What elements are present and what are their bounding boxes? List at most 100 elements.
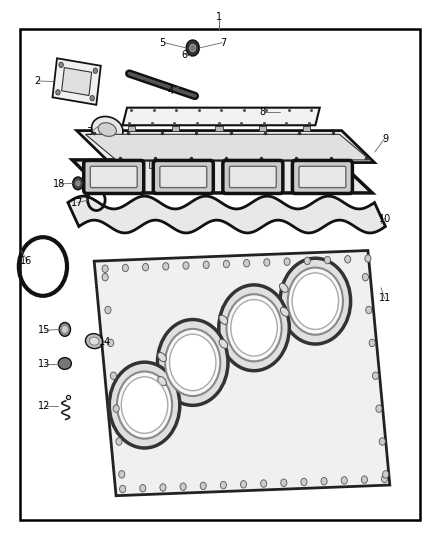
Circle shape bbox=[183, 262, 189, 269]
Circle shape bbox=[140, 484, 146, 492]
Circle shape bbox=[284, 258, 290, 265]
Circle shape bbox=[162, 263, 169, 270]
Circle shape bbox=[56, 90, 60, 95]
Circle shape bbox=[59, 322, 71, 336]
Ellipse shape bbox=[165, 329, 220, 396]
Circle shape bbox=[203, 261, 209, 269]
Bar bbox=[128, 126, 135, 131]
Circle shape bbox=[361, 476, 367, 483]
Ellipse shape bbox=[170, 334, 216, 391]
Polygon shape bbox=[85, 134, 370, 160]
Circle shape bbox=[120, 486, 126, 493]
Circle shape bbox=[59, 62, 64, 68]
Bar bbox=[303, 126, 310, 131]
Text: 6: 6 bbox=[181, 50, 187, 60]
Circle shape bbox=[90, 95, 94, 101]
Circle shape bbox=[142, 263, 148, 271]
Text: 9: 9 bbox=[382, 134, 389, 143]
Ellipse shape bbox=[117, 372, 172, 439]
Circle shape bbox=[116, 438, 122, 445]
Bar bbox=[149, 161, 158, 168]
Circle shape bbox=[244, 260, 250, 267]
Ellipse shape bbox=[226, 294, 282, 361]
Circle shape bbox=[220, 481, 226, 489]
Circle shape bbox=[376, 405, 382, 413]
Circle shape bbox=[383, 471, 389, 478]
Circle shape bbox=[264, 259, 270, 266]
Ellipse shape bbox=[92, 117, 123, 142]
Circle shape bbox=[105, 306, 111, 314]
Ellipse shape bbox=[292, 273, 339, 329]
Polygon shape bbox=[72, 160, 372, 193]
Circle shape bbox=[261, 480, 267, 487]
Circle shape bbox=[119, 471, 125, 478]
Polygon shape bbox=[94, 251, 390, 496]
Circle shape bbox=[369, 339, 375, 346]
FancyBboxPatch shape bbox=[53, 58, 101, 105]
Ellipse shape bbox=[219, 339, 228, 349]
Ellipse shape bbox=[89, 337, 99, 345]
Bar bbox=[215, 126, 223, 131]
Text: 1: 1 bbox=[216, 12, 222, 22]
Circle shape bbox=[366, 306, 372, 314]
Circle shape bbox=[381, 475, 388, 482]
Circle shape bbox=[240, 481, 247, 488]
Text: 17: 17 bbox=[71, 198, 83, 207]
Ellipse shape bbox=[58, 358, 71, 369]
Circle shape bbox=[93, 68, 98, 74]
FancyBboxPatch shape bbox=[230, 166, 276, 188]
Circle shape bbox=[186, 40, 199, 56]
Circle shape bbox=[321, 478, 327, 485]
Polygon shape bbox=[68, 196, 385, 233]
FancyBboxPatch shape bbox=[293, 160, 353, 193]
Text: 15: 15 bbox=[38, 326, 50, 335]
Text: 16: 16 bbox=[20, 256, 32, 266]
FancyBboxPatch shape bbox=[90, 166, 137, 188]
Circle shape bbox=[200, 482, 206, 490]
Text: 11: 11 bbox=[379, 294, 392, 303]
FancyBboxPatch shape bbox=[299, 166, 346, 188]
Text: 8: 8 bbox=[260, 107, 266, 117]
Circle shape bbox=[325, 256, 331, 264]
Circle shape bbox=[365, 255, 371, 262]
Ellipse shape bbox=[158, 376, 166, 386]
FancyBboxPatch shape bbox=[62, 68, 92, 95]
Circle shape bbox=[304, 257, 311, 264]
Ellipse shape bbox=[280, 307, 289, 317]
Text: 18: 18 bbox=[53, 179, 65, 189]
Ellipse shape bbox=[98, 123, 117, 136]
Circle shape bbox=[122, 264, 128, 272]
Circle shape bbox=[190, 44, 196, 52]
Text: 12: 12 bbox=[38, 401, 50, 411]
Circle shape bbox=[102, 273, 108, 281]
Text: 4: 4 bbox=[168, 86, 174, 95]
Circle shape bbox=[180, 483, 186, 490]
Circle shape bbox=[345, 255, 351, 263]
Circle shape bbox=[76, 181, 80, 186]
Circle shape bbox=[281, 479, 287, 487]
Circle shape bbox=[379, 438, 385, 445]
Circle shape bbox=[223, 260, 230, 268]
Ellipse shape bbox=[85, 334, 103, 349]
Circle shape bbox=[372, 372, 378, 379]
Text: 13: 13 bbox=[38, 359, 50, 368]
Circle shape bbox=[113, 405, 119, 413]
Circle shape bbox=[73, 177, 83, 190]
Text: 14: 14 bbox=[99, 337, 111, 347]
Circle shape bbox=[102, 265, 108, 272]
Ellipse shape bbox=[110, 362, 180, 448]
Polygon shape bbox=[77, 131, 374, 163]
Ellipse shape bbox=[279, 283, 288, 293]
Ellipse shape bbox=[231, 300, 277, 356]
Ellipse shape bbox=[280, 258, 350, 344]
Text: 3: 3 bbox=[87, 127, 93, 137]
Circle shape bbox=[160, 484, 166, 491]
Polygon shape bbox=[123, 108, 320, 125]
Ellipse shape bbox=[219, 315, 228, 325]
Circle shape bbox=[362, 273, 368, 281]
Bar bbox=[259, 126, 266, 131]
FancyBboxPatch shape bbox=[153, 160, 213, 193]
Ellipse shape bbox=[219, 285, 289, 371]
Bar bbox=[223, 161, 232, 168]
Circle shape bbox=[110, 372, 117, 379]
